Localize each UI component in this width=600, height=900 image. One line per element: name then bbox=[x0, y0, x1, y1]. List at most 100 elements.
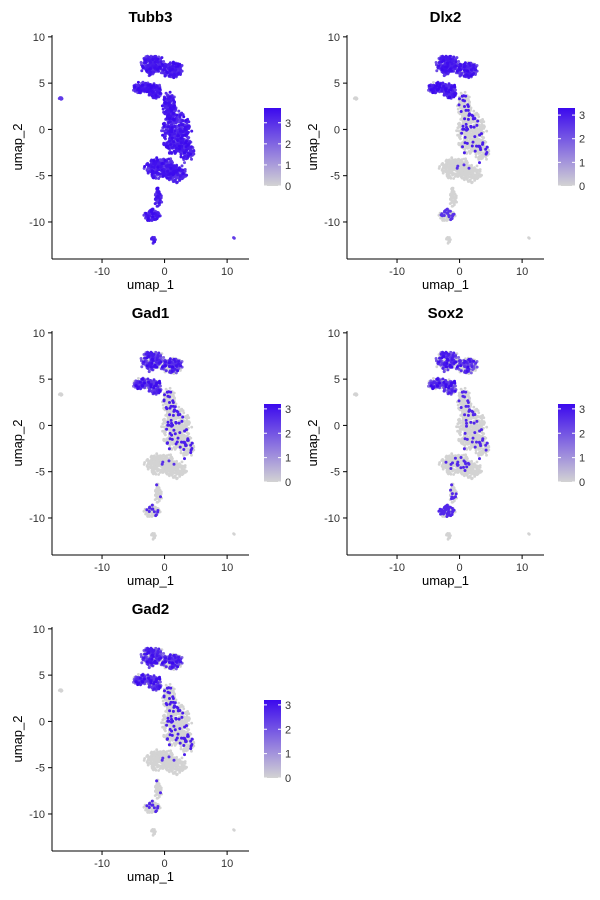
data-point bbox=[160, 168, 164, 172]
data-point bbox=[460, 131, 464, 135]
data-point bbox=[463, 90, 467, 94]
data-point bbox=[481, 125, 484, 129]
data-point bbox=[469, 74, 473, 78]
y-axis-label: umap_2 bbox=[305, 124, 320, 171]
data-point bbox=[162, 453, 166, 457]
data-point bbox=[143, 58, 147, 62]
data-point bbox=[184, 425, 188, 429]
data-point bbox=[454, 64, 458, 68]
data-point bbox=[471, 137, 475, 141]
data-point bbox=[181, 119, 185, 123]
data-point bbox=[165, 454, 169, 458]
legend-tick-label: 1 bbox=[285, 160, 291, 172]
data-point bbox=[481, 142, 484, 146]
data-point bbox=[183, 435, 187, 438]
data-point bbox=[155, 468, 158, 471]
data-point bbox=[158, 65, 162, 69]
data-point bbox=[170, 126, 174, 130]
data-point bbox=[174, 170, 178, 174]
data-point bbox=[460, 172, 463, 176]
data-point bbox=[164, 65, 168, 69]
points-gad1 bbox=[57, 350, 236, 541]
data-point bbox=[446, 237, 450, 240]
data-point bbox=[453, 85, 457, 89]
data-point bbox=[180, 460, 184, 464]
data-point bbox=[450, 85, 454, 89]
data-point bbox=[155, 170, 159, 174]
data-point bbox=[469, 68, 473, 72]
data-point bbox=[163, 131, 167, 135]
data-point bbox=[157, 191, 161, 195]
data-point bbox=[189, 152, 192, 156]
data-point bbox=[454, 199, 457, 203]
data-point bbox=[455, 166, 459, 170]
data-point bbox=[176, 139, 179, 143]
data-point bbox=[478, 161, 481, 165]
data-point bbox=[444, 159, 448, 163]
data-point bbox=[427, 84, 431, 88]
data-point bbox=[181, 156, 185, 160]
data-point bbox=[169, 441, 173, 444]
data-point bbox=[136, 80, 140, 84]
data-point bbox=[473, 149, 477, 153]
data-point bbox=[180, 144, 184, 148]
data-point bbox=[149, 459, 153, 463]
data-point bbox=[169, 172, 173, 176]
data-point bbox=[473, 135, 477, 139]
data-point bbox=[178, 178, 182, 182]
data-point bbox=[160, 162, 164, 165]
data-point bbox=[440, 163, 444, 166]
data-point bbox=[485, 145, 489, 149]
data-point bbox=[458, 68, 462, 72]
data-point bbox=[156, 90, 160, 94]
data-point bbox=[133, 85, 137, 89]
data-point bbox=[164, 387, 168, 391]
data-point bbox=[463, 168, 466, 172]
y-tick-label: -10 bbox=[324, 217, 340, 229]
data-point bbox=[140, 69, 144, 73]
data-point bbox=[180, 431, 184, 435]
data-point bbox=[172, 105, 176, 109]
data-point bbox=[172, 73, 176, 76]
data-point bbox=[177, 72, 181, 75]
data-point bbox=[162, 406, 166, 410]
data-point bbox=[161, 122, 165, 126]
data-point bbox=[165, 176, 169, 180]
data-point bbox=[149, 84, 153, 88]
data-point bbox=[174, 121, 178, 125]
data-point bbox=[485, 151, 489, 154]
x-tick-label: -10 bbox=[94, 266, 110, 278]
data-point bbox=[177, 123, 181, 127]
data-point bbox=[156, 187, 160, 191]
data-point bbox=[186, 421, 189, 425]
data-point bbox=[164, 128, 168, 132]
data-point bbox=[458, 121, 461, 125]
data-point bbox=[179, 113, 182, 117]
data-point bbox=[485, 157, 488, 161]
legend-colorbar bbox=[558, 108, 575, 186]
data-point bbox=[466, 117, 470, 121]
data-point bbox=[162, 124, 166, 128]
data-point bbox=[151, 94, 154, 98]
data-point bbox=[182, 115, 186, 119]
data-point bbox=[162, 129, 166, 133]
data-point bbox=[452, 190, 456, 194]
data-point bbox=[177, 405, 181, 409]
data-point bbox=[448, 54, 452, 58]
data-point bbox=[447, 175, 451, 179]
data-point bbox=[190, 425, 194, 429]
data-point bbox=[158, 87, 162, 91]
data-point bbox=[175, 416, 179, 420]
x-tick-label: 0 bbox=[162, 266, 168, 278]
data-point bbox=[163, 158, 167, 162]
data-point bbox=[457, 141, 461, 145]
data-point bbox=[479, 157, 483, 161]
data-point bbox=[156, 211, 160, 215]
data-point bbox=[462, 65, 466, 69]
data-point bbox=[181, 123, 185, 127]
data-point bbox=[154, 63, 158, 67]
data-point bbox=[167, 139, 171, 143]
data-point bbox=[472, 109, 476, 113]
data-point bbox=[449, 193, 452, 197]
data-point bbox=[152, 471, 156, 474]
